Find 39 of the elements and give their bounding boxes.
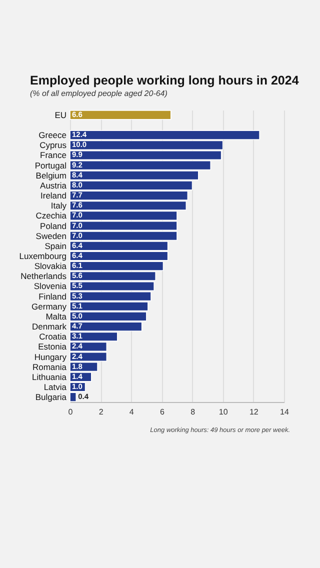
chart-subtitle: (% of all employed people aged 20-64) [30,89,168,98]
y-tick-label: Estonia [38,342,67,352]
x-tick-label: 4 [129,408,134,416]
y-tick-label: Germany [32,301,68,312]
x-tick-label: 12 [249,408,259,416]
x-tick-label: 6 [160,408,165,416]
y-tick-label: Hungary [34,352,68,362]
y-tick-label: Croatia [39,332,67,342]
y-tick-label: Sweden [36,230,67,241]
y-tick-label: Romania [32,362,67,372]
bar [70,110,172,120]
y-tick-label: Greece [38,130,67,140]
y-tick-label: Denmark [32,322,68,332]
y-tick-label: Lithuania [32,372,67,382]
chart-title: Employed people working long hours in 2024 [30,74,299,88]
y-tick-label: Cyprus [40,140,66,150]
y-tick-label: Finland [38,291,67,302]
x-tick-label: 8 [190,408,196,416]
y-tick-label: EU [54,110,66,120]
y-tick-label: Portugal [34,160,67,170]
y-tick-label: Bulgaria [35,392,67,402]
y-tick-label: Italy [50,200,68,211]
y-tick-label: Poland [40,220,67,231]
y-tick-label: Austria [40,180,67,190]
x-tick-label: 0 [68,408,74,416]
y-tick-label: Belgium [36,170,66,180]
y-tick-label: Netherlands [20,271,66,282]
x-tick-label: 14 [280,408,290,416]
y-tick-label: Luxembourg [19,251,67,261]
y-tick-label: France [40,150,67,160]
x-tick-label: 10 [218,408,228,416]
y-tick-label: Slovakia [34,261,67,272]
y-tick-label: Slovenia [34,281,67,292]
y-tick-label: Czechia [36,210,67,221]
y-tick-label: Spain [44,240,67,251]
y-tick-label: Latvia [44,382,67,392]
x-tick-label: 2 [98,408,104,416]
y-tick-label: Malta [46,311,67,322]
y-tick-label: Ireland [40,190,67,201]
